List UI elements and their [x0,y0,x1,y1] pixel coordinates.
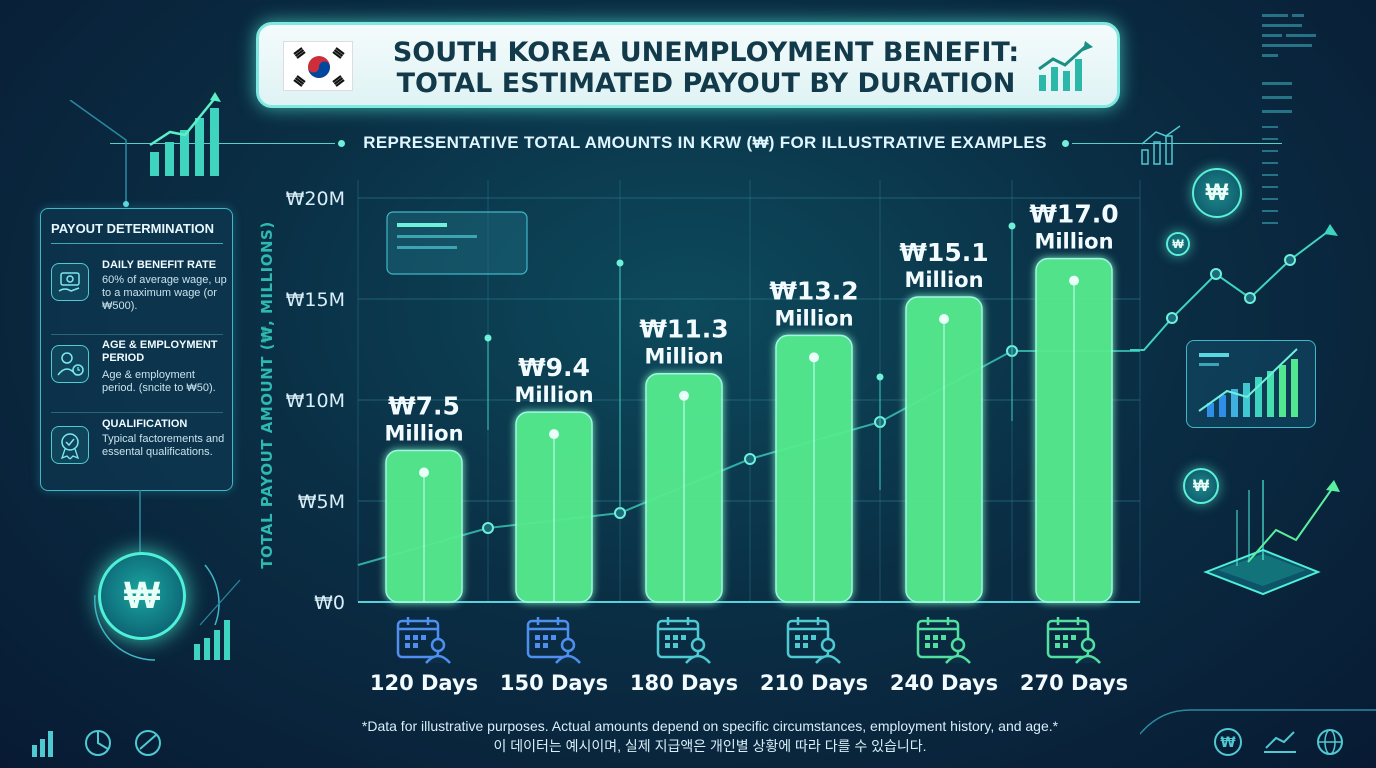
x-category-label: 120 Days [370,671,478,695]
decor-dot [876,373,884,381]
x-category-label: 270 Days [1020,671,1128,695]
circuit-line-decoration [69,100,129,207]
bar-value-label: ₩15.1 [899,238,988,267]
panel-item-title: AGE & EMPLOYMENT PERIOD [102,339,218,364]
bar-marker [419,467,429,478]
page-title: SOUTH KOREA UNEMPLOYMENT BENEFIT: TOTAL … [381,37,1031,99]
bar-value-label: ₩17.0 [1029,200,1118,229]
trend-point [744,453,756,465]
circuit-connector-decoration [139,490,141,552]
bottom-right-frame-decoration: ₩ [1140,709,1376,756]
calendar-person-icon [916,617,971,664]
bar-marker [1069,275,1079,286]
bar-value-unit: Million [384,422,463,446]
y-tick-label: ₩0 [314,592,345,614]
panel-item-desc: Typical factorements and essental qualif… [102,433,225,458]
subtitle-right-dot [1062,140,1069,147]
right-trend-icon [1141,125,1181,165]
bar-value-unit: Million [644,345,723,369]
panel-item-age-period: AGE & EMPLOYMENT PERIOD Age & employment… [51,339,229,409]
decor-dot [484,334,492,342]
small-bar-chart-icon [194,620,230,660]
y-tick-label: ₩5M [298,491,345,513]
panel-title: PAYOUT DETERMINATION [51,221,214,236]
panel-item-desc: 60% of average wage, up to a maximum wag… [102,274,227,312]
bar-value-unit: Million [1034,230,1113,254]
money-hand-icon [51,263,89,301]
decor-dot [1008,222,1016,230]
bottom-left-icons [32,730,161,757]
analytics-card [1186,340,1316,428]
footnote-korean: 이 데이터는 예시이며, 실제 지급액은 개인별 상황에 따라 다를 수 있습니… [493,738,927,754]
won-coin-icon: ₩ [1192,168,1242,218]
panel-item-desc: Age & employment period. (sncite to ₩50)… [102,369,216,394]
x-category-label: 240 Days [890,671,998,695]
payout-determination-panel: PAYOUT DETERMINATION DAILY BENEFIT RATE … [40,208,233,491]
growth-chart-icon [1035,39,1099,95]
hologram-platform-decoration [1203,480,1340,596]
panel-item-title: DAILY BENEFIT RATE [102,259,217,271]
info-card-line [397,223,447,227]
panel-item-daily-rate: DAILY BENEFIT RATE 60% of average wage, … [51,259,229,329]
decor-dot [616,259,624,267]
won-coin-icon: ₩ [98,552,186,640]
panel-item-qualification: QUALIFICATION Typical factorements and e… [51,418,229,488]
panel-separator [51,334,223,335]
calendar-person-icon [656,617,711,664]
info-card-line [397,235,477,238]
info-card-line [397,246,457,249]
coin-ring-decoration [94,564,241,661]
calendar-person-icon [786,617,841,664]
bar-value-unit: Million [904,268,983,292]
badge-icon [51,426,89,464]
x-category-label: 210 Days [760,671,868,695]
y-axis-label: TOTAL PAYOUT AMOUNT (₩, MILLIONS) [258,221,276,568]
title-line-2: TOTAL ESTIMATED PAYOUT BY DURATION [396,68,1016,99]
title-line-1: SOUTH KOREA UNEMPLOYMENT BENEFIT: [392,37,1020,68]
panel-item-title: QUALIFICATION [102,418,188,430]
footnote-english: *Data for illustrative purposes. Actual … [361,718,1059,734]
analytics-card-chart-icon [1198,348,1298,417]
bar-value-unit: Million [514,383,593,407]
title-banner: SOUTH KOREA UNEMPLOYMENT BENEFIT: TOTAL … [256,22,1120,108]
subtitle-right-line [1072,143,1282,144]
chart-subtitle: REPRESENTATIVE TOTAL AMOUNTS IN KRW (₩) … [363,133,1047,152]
calendar-person-icon [396,617,451,664]
won-coin-icon: ₩ [1166,232,1190,256]
bar-marker [809,352,819,363]
bar-marker [679,390,689,401]
subtitle-left-dot [338,140,345,147]
bar-value-unit: Million [774,306,853,330]
bar-value-label: ₩13.2 [769,276,858,305]
panel-separator [51,412,223,413]
south-korea-flag-icon [283,41,353,91]
bar-value-label: ₩7.5 [388,392,460,421]
won-coin-icon: ₩ [1183,468,1219,504]
footnote: *Data for illustrative purposes. Actual … [240,716,1180,756]
y-tick-label: ₩10M [286,390,345,412]
panel-divider [51,243,223,244]
bar-marker [939,313,949,324]
bar-value-label: ₩11.3 [639,315,728,344]
subtitle-left-line [110,143,335,144]
right-trend-line-decoration [1130,224,1338,351]
person-clock-icon [51,345,89,383]
svg-text:₩: ₩ [1220,735,1236,751]
info-card-decoration [386,211,528,275]
bar-value-label: ₩9.4 [518,353,590,382]
x-category-label: 180 Days [630,671,738,695]
calendar-person-icon [526,617,581,664]
calendar-person-icon [1046,617,1101,664]
trend-point [482,522,494,534]
y-tick-label: ₩15M [286,289,345,311]
data-stream-decoration [1262,14,1316,224]
left-bar-chart-icon [149,92,221,176]
bar-marker [549,429,559,440]
x-category-label: 150 Days [500,671,608,695]
y-tick-label: ₩20M [286,188,345,210]
